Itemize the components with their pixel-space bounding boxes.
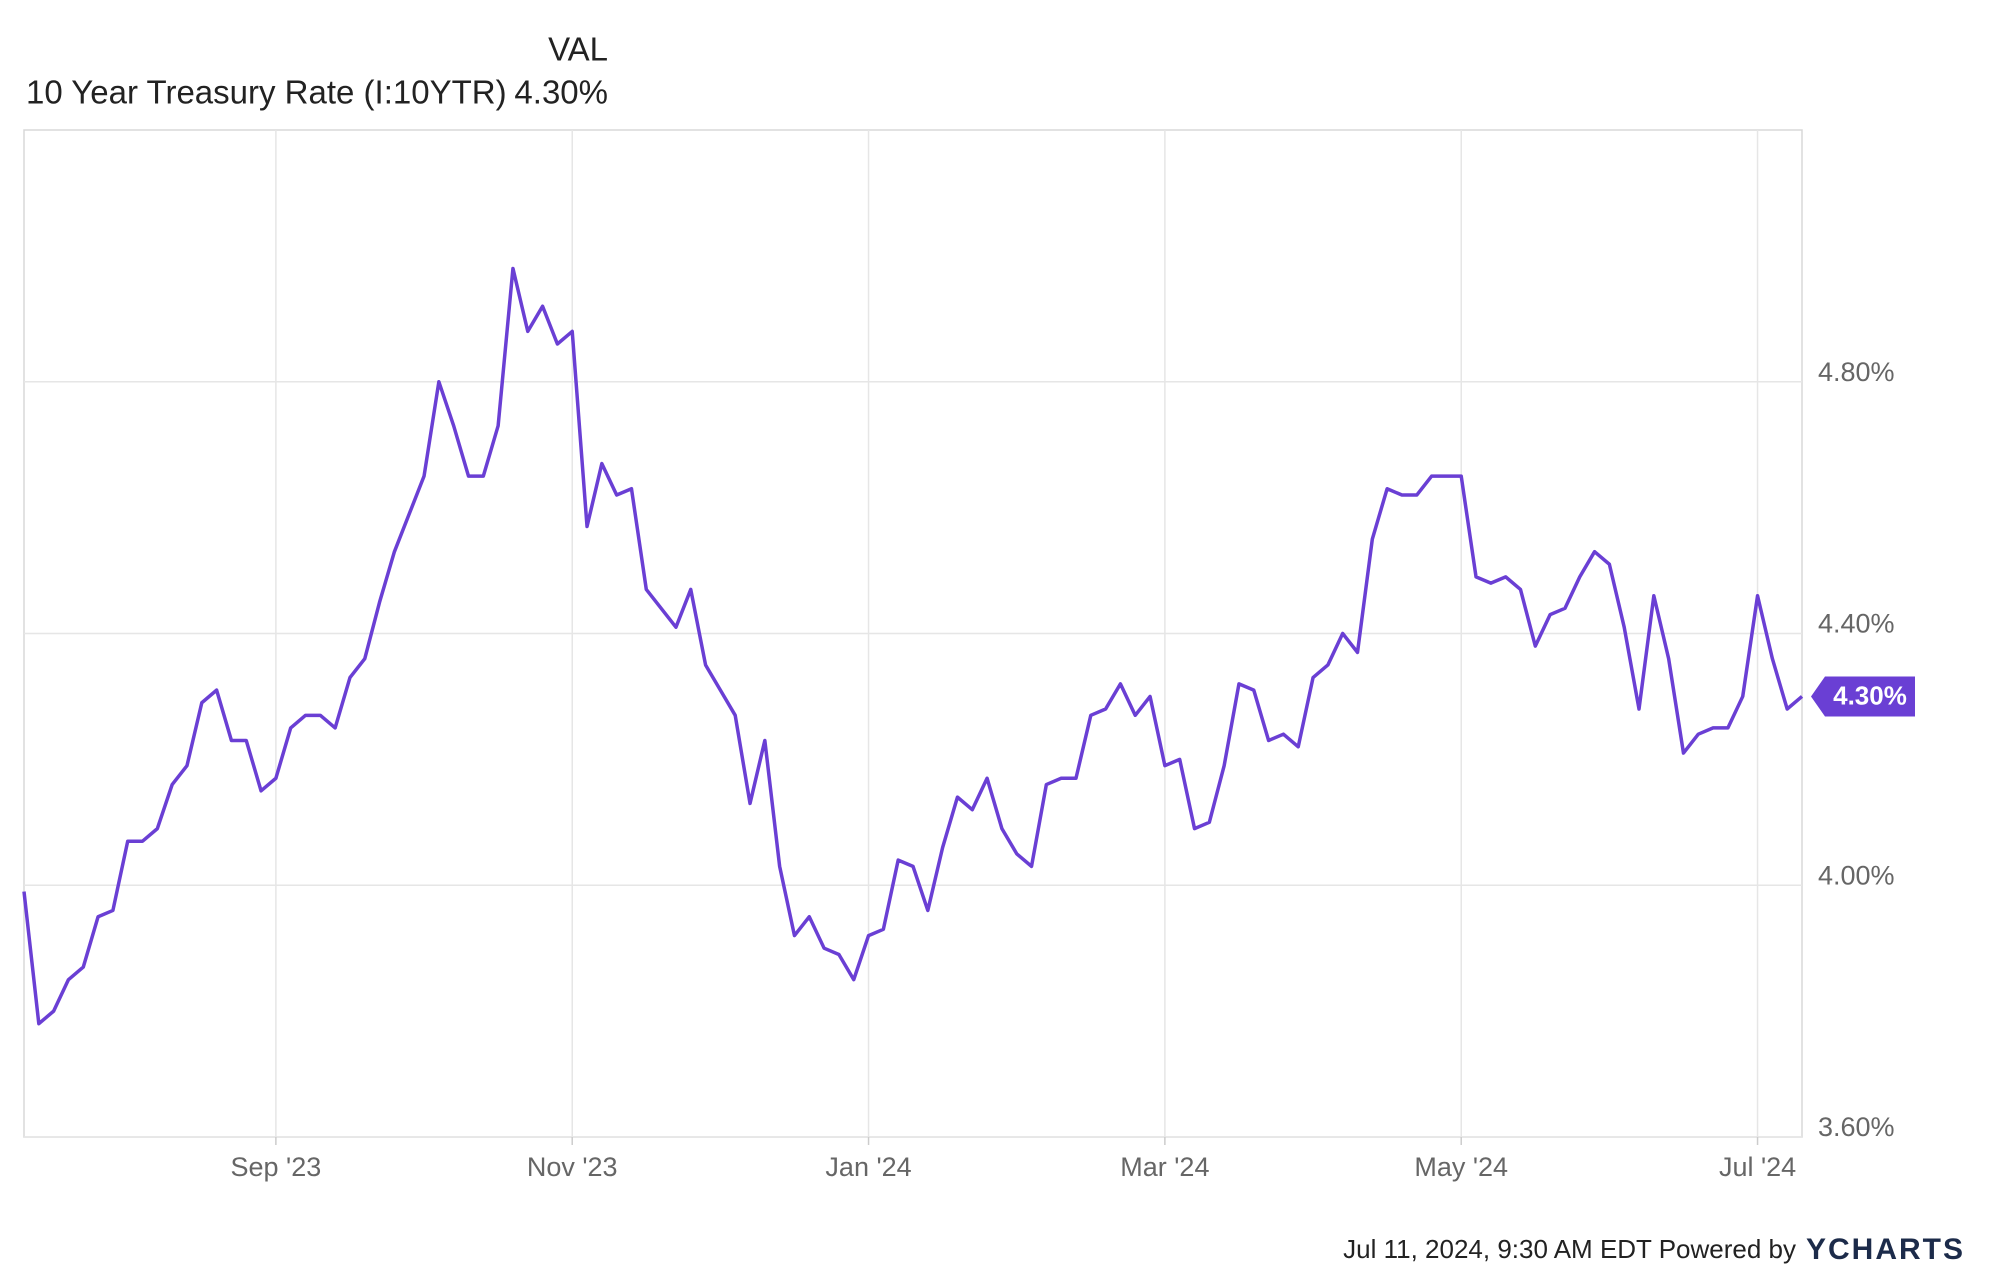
x-tick-label: Nov '23	[527, 1152, 618, 1182]
series-name: 10 Year Treasury Rate (I:10YTR)	[26, 74, 507, 111]
brand-logo: YCHARTS	[1806, 1233, 1965, 1266]
value-column-header: VAL	[548, 31, 608, 68]
y-tick-label: 3.60%	[1818, 1112, 1895, 1142]
x-tick-label: Mar '24	[1120, 1152, 1209, 1182]
y-tick-label: 4.80%	[1818, 357, 1895, 387]
footer: Jul 11, 2024, 9:30 AM EDT Powered by	[1343, 1234, 1796, 1264]
x-tick-label: Jan '24	[825, 1152, 911, 1182]
series-line	[22, 266, 1804, 1026]
x-tick-label: May '24	[1414, 1152, 1508, 1182]
x-tick-label: Jul '24	[1719, 1152, 1796, 1182]
y-tick-label: 4.40%	[1818, 609, 1895, 639]
last-value-flag	[1811, 676, 1915, 717]
y-tick-label: 4.00%	[1818, 860, 1895, 890]
x-tick-label: Sep '23	[231, 1152, 322, 1182]
series-last-value: 4.30%	[514, 74, 608, 111]
last-value-label: 4.30%	[1833, 680, 1907, 710]
